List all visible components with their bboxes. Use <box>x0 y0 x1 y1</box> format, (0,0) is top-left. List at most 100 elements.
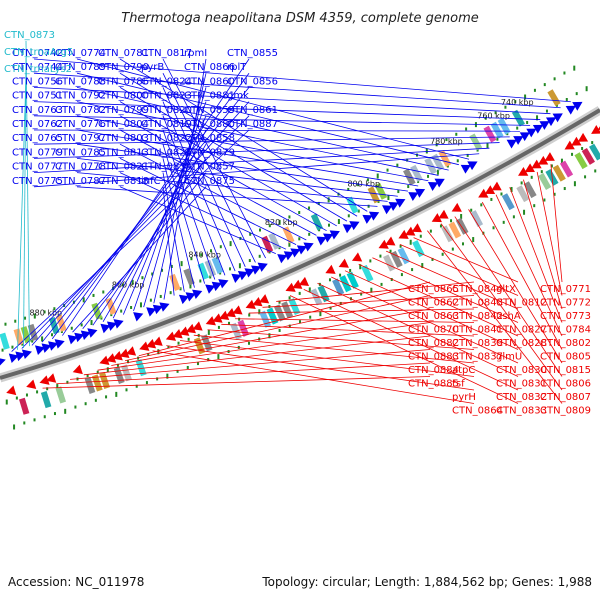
gene-label[interactable]: CTN_0776 <box>55 119 106 130</box>
gene-label[interactable]: CTN_0822 <box>141 133 192 144</box>
gene-label[interactable]: CTN_0765 <box>12 133 63 144</box>
gene-label[interactable]: CTN_0803 <box>98 133 149 144</box>
gene-label[interactable]: CTN_0863 <box>408 311 459 322</box>
gene-label[interactable]: CTN_0828 <box>496 338 547 349</box>
gene-label[interactable]: CTN_0834 <box>141 162 192 173</box>
gene-label[interactable]: rplT <box>227 62 247 73</box>
gene-label[interactable]: CTN_0778 <box>55 162 106 173</box>
gene-label[interactable]: CTN_0819 <box>141 119 192 130</box>
gene-label[interactable]: CTN_0756 <box>12 76 63 87</box>
gene-label[interactable]: CTN_0813 <box>98 147 149 158</box>
gene-label[interactable]: CTN_0812 <box>496 298 547 309</box>
gene-label[interactable]: CTN_0773 <box>540 311 591 322</box>
gene-label[interactable]: CTN_0839 <box>452 338 503 349</box>
gene-label[interactable]: CTN_0782 <box>55 105 106 116</box>
gene-label[interactable]: CTN_0855 <box>227 48 278 59</box>
gene-label[interactable]: CTN_0832 <box>496 392 547 403</box>
gene-label[interactable]: CTN_0866 <box>184 62 235 73</box>
gene-label[interactable]: CTN_0881 <box>184 91 235 102</box>
gene-label[interactable]: CTN_0775 <box>12 176 63 187</box>
gene-label[interactable]: CTN_0883 <box>408 352 459 363</box>
gene-label[interactable]: CTN_0826 <box>141 147 192 158</box>
gene-label[interactable]: CTN_0805 <box>540 352 591 363</box>
gene-label[interactable]: CTN_0884 <box>408 365 459 376</box>
gene-label[interactable]: gmk <box>227 91 249 102</box>
gene-label[interactable]: ushA <box>496 311 521 322</box>
gene-label[interactable]: CTN_0873 <box>4 30 55 41</box>
gene-label[interactable]: tsf <box>452 379 465 390</box>
gene-label[interactable]: CTN_0857 <box>184 162 235 173</box>
gene-label[interactable]: rpmI <box>184 48 207 59</box>
gene-label[interactable]: CTN_0751 <box>12 91 63 102</box>
tick-dot <box>24 316 27 320</box>
gene-label[interactable]: CTN_0842 <box>452 311 503 322</box>
gene-label[interactable]: gltX <box>496 284 516 295</box>
gene-label[interactable]: infC <box>141 176 161 187</box>
gene-label[interactable]: CTN_0824 <box>141 76 192 87</box>
gene-label[interactable]: CTN_trnaArg5 <box>4 47 73 58</box>
forward-gene-arrow <box>54 339 65 349</box>
gene-label[interactable]: CTN_0865 <box>408 284 459 295</box>
gene-label[interactable]: CTN_0744 <box>12 62 63 73</box>
gene-label[interactable]: CTN_0774 <box>55 48 106 59</box>
gene-label[interactable]: CTN_0781 <box>98 48 149 59</box>
gene-label[interactable]: atpC <box>452 365 475 376</box>
gene-label[interactable]: CTN_0880 <box>184 119 235 130</box>
gene-label[interactable]: CTN_0859 <box>184 105 235 116</box>
gene-label[interactable]: CTN_0864 <box>452 406 503 417</box>
gene-label[interactable]: CTN_0772 <box>540 298 591 309</box>
gene-label[interactable]: CTN_0788 <box>55 76 106 87</box>
gene-label[interactable]: CTN_0806 <box>540 379 591 390</box>
leader-line <box>385 250 519 310</box>
gene-label[interactable]: pyrH <box>452 392 476 403</box>
gene-label[interactable]: CTN_0789 <box>55 62 106 73</box>
gene-label[interactable]: CTN_0882 <box>408 338 459 349</box>
gene-label[interactable]: CTN_0802 <box>540 338 591 349</box>
gene-label[interactable]: CTN_0870 <box>408 325 459 336</box>
gene-label[interactable]: CTN_0818 <box>98 176 149 187</box>
gene-label[interactable]: CTN_0875 <box>184 176 235 187</box>
gene-label[interactable]: CTN_0885 <box>408 379 459 390</box>
gene-label[interactable]: CTN_0779 <box>12 147 63 158</box>
gene-label[interactable]: CTN_0799 <box>98 105 149 116</box>
gene-label[interactable]: CTN_0844 <box>452 284 503 295</box>
gene-label[interactable]: CTN_trnaLys2 <box>4 64 72 75</box>
gene-label[interactable]: CTN_0807 <box>540 392 591 403</box>
gene-label[interactable]: CTN_0771 <box>540 284 591 295</box>
gene-label[interactable]: CTN_0809 <box>540 406 591 417</box>
gene-label[interactable]: CTN_0841 <box>452 325 503 336</box>
gene-label[interactable]: CTN_0790 <box>98 62 149 73</box>
gene-label[interactable]: CTN_0858 <box>184 133 235 144</box>
gene-label[interactable]: CTN_0762 <box>12 119 63 130</box>
gene-label[interactable]: CTN_0861 <box>227 105 278 116</box>
gene-label[interactable]: CTN_0856 <box>227 76 278 87</box>
gene-label[interactable]: pyrB <box>141 62 164 73</box>
gene-label[interactable]: CTN_0784 <box>540 325 591 336</box>
gene-label[interactable]: CTN_0742 <box>12 48 63 59</box>
gene-label[interactable]: CTN_0860 <box>184 76 235 87</box>
gene-label[interactable]: CTN_0833 <box>496 406 547 417</box>
gene-label[interactable]: CTN_0887 <box>227 119 278 130</box>
gene-label[interactable]: CTN_0785 <box>55 147 106 158</box>
gene-label[interactable]: CTN_0815 <box>540 365 591 376</box>
gene-label[interactable]: CTN_0797 <box>55 133 106 144</box>
gene-label[interactable]: CTN_0843 <box>452 298 503 309</box>
gene-label[interactable]: CTN_0800 <box>98 91 149 102</box>
gene-label[interactable]: CTN_0862 <box>408 298 459 309</box>
gene-label[interactable]: glmU <box>496 352 522 363</box>
gene-label[interactable]: CTN_0830 <box>496 365 547 376</box>
gene-label[interactable]: CTN_0787 <box>55 176 106 187</box>
gene-label[interactable]: CTN_0820 <box>141 105 192 116</box>
gene-label[interactable]: CTN_0823 <box>141 91 192 102</box>
gene-label[interactable]: CTN_0792 <box>55 91 106 102</box>
gene-label[interactable]: CTN_0837 <box>452 352 503 363</box>
gene-label[interactable]: CTN_0777 <box>12 162 63 173</box>
gene-label[interactable]: CTN_0821 <box>98 162 149 173</box>
gene-label[interactable]: CTN_0831 <box>496 379 547 390</box>
gene-label[interactable]: CTN_0827 <box>496 325 547 336</box>
gene-label[interactable]: CTN_0786 <box>98 76 149 87</box>
gene-label[interactable]: CTN_0817 <box>141 48 192 59</box>
gene-label[interactable]: CTN_0763 <box>12 105 63 116</box>
gene-label[interactable]: CTN_0879 <box>184 147 235 158</box>
gene-label[interactable]: CTN_0804 <box>98 119 149 130</box>
